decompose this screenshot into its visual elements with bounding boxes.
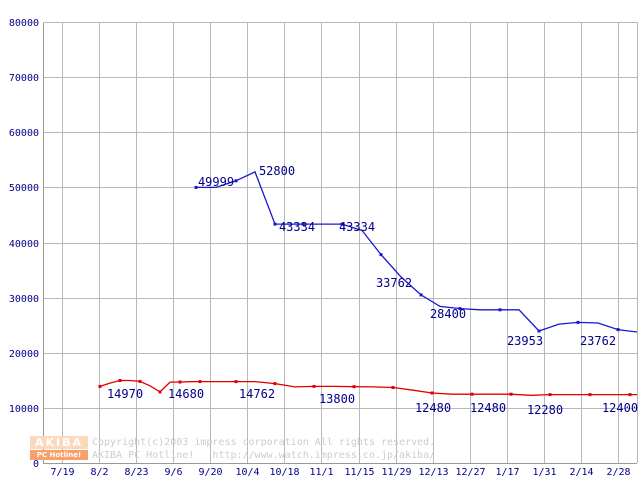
x-axis-tick-label: 10/18 [269, 467, 299, 478]
data-point-value-label: 13800 [319, 392, 355, 406]
x-axis-tick-label: 2/14 [569, 467, 593, 478]
data-point-value-label: 49999 [198, 175, 234, 189]
data-point-marker [273, 382, 277, 386]
data-point-marker [391, 386, 395, 389]
data-point-value-label: 12400 [602, 401, 638, 415]
data-point-labels: 49999 52800 43334 43334 33762 28400 23953 23762… [107, 164, 638, 417]
y-axis-tick-label: 60000 [9, 128, 39, 139]
x-axis-tick-label: 8/2 [90, 467, 108, 478]
data-point-marker [498, 308, 502, 312]
data-point-marker [537, 329, 541, 333]
data-point-value-label: 12280 [527, 403, 563, 417]
data-point-value-label: 52800 [259, 164, 295, 178]
series-red [98, 379, 637, 397]
x-axis-tick-label: 12/13 [418, 467, 448, 478]
data-point-marker [628, 393, 632, 397]
x-axis-tick-label: 1/31 [532, 467, 556, 478]
data-point-marker [458, 307, 462, 311]
data-point-marker [273, 222, 277, 226]
grid-lines [43, 22, 638, 464]
series-polyline [196, 171, 638, 333]
y-axis-tick-labels: 80000 70000 60000 50000 40000 30000 20000 10000… [9, 18, 39, 470]
data-point-marker [419, 293, 423, 297]
y-axis-tick-label: 40000 [9, 239, 39, 250]
y-axis-tick-label: 0 [33, 459, 39, 470]
x-axis-tick-label: 1/17 [495, 467, 519, 478]
data-point-marker [548, 393, 552, 397]
data-point-marker [178, 380, 182, 384]
data-point-marker [576, 320, 580, 324]
data-point-marker [470, 392, 474, 396]
data-point-value-label: 23762 [580, 334, 616, 348]
data-point-marker [234, 380, 238, 384]
data-point-value-label: 23953 [507, 334, 543, 348]
data-point-marker [138, 379, 142, 383]
data-point-marker [98, 384, 102, 388]
data-point-marker [198, 380, 202, 384]
data-point-value-label: 12480 [470, 401, 506, 415]
data-point-value-label: 14970 [107, 387, 143, 401]
x-axis-tick-label: 9/6 [164, 467, 182, 478]
x-axis-tick-label: 10/4 [235, 467, 259, 478]
y-axis-tick-label: 70000 [9, 73, 39, 84]
y-axis-tick-label: 80000 [9, 18, 39, 29]
x-axis-tick-label: 2/28 [606, 467, 630, 478]
data-point-marker [340, 222, 344, 226]
data-point-value-label: 14680 [168, 387, 204, 401]
series-blue [194, 171, 638, 333]
data-point-marker [352, 385, 356, 389]
data-point-marker [312, 384, 316, 388]
x-axis-tick-label: 11/15 [344, 467, 374, 478]
x-axis-tick-label: 11/29 [381, 467, 411, 478]
data-point-value-label: 43334 [279, 220, 315, 234]
data-point-marker [301, 222, 305, 226]
data-point-marker [234, 179, 238, 183]
data-point-marker [118, 379, 122, 382]
data-point-marker [616, 328, 620, 332]
data-point-marker [509, 392, 513, 396]
data-point-value-label: 43334 [339, 220, 375, 234]
x-axis-tick-label: 8/23 [124, 467, 148, 478]
data-point-value-label: 33762 [376, 276, 412, 290]
data-point-value-label: 12480 [415, 401, 451, 415]
y-axis-tick-label: 30000 [9, 294, 39, 305]
data-point-marker [430, 391, 434, 395]
x-axis-tick-label: 12/27 [455, 467, 485, 478]
data-point-marker [588, 393, 592, 397]
data-point-marker [158, 390, 162, 394]
y-axis-tick-label: 50000 [9, 183, 39, 194]
data-point-value-label: 28400 [430, 307, 466, 321]
x-axis-tick-label: 9/20 [198, 467, 222, 478]
series-polyline [99, 379, 637, 396]
y-axis-tick-label: 20000 [9, 349, 39, 360]
data-point-marker [379, 253, 383, 257]
x-axis-tick-label: 7/19 [50, 467, 74, 478]
x-axis-tick-labels: 7/19 8/2 8/23 9/6 9/20 10/4 10/18 11/1 11/15 11/2… [50, 467, 630, 478]
x-axis-tick-label: 11/1 [309, 467, 333, 478]
data-point-value-label: 14762 [239, 387, 275, 401]
data-point-marker [194, 185, 198, 189]
y-axis-tick-label: 10000 [9, 404, 39, 415]
